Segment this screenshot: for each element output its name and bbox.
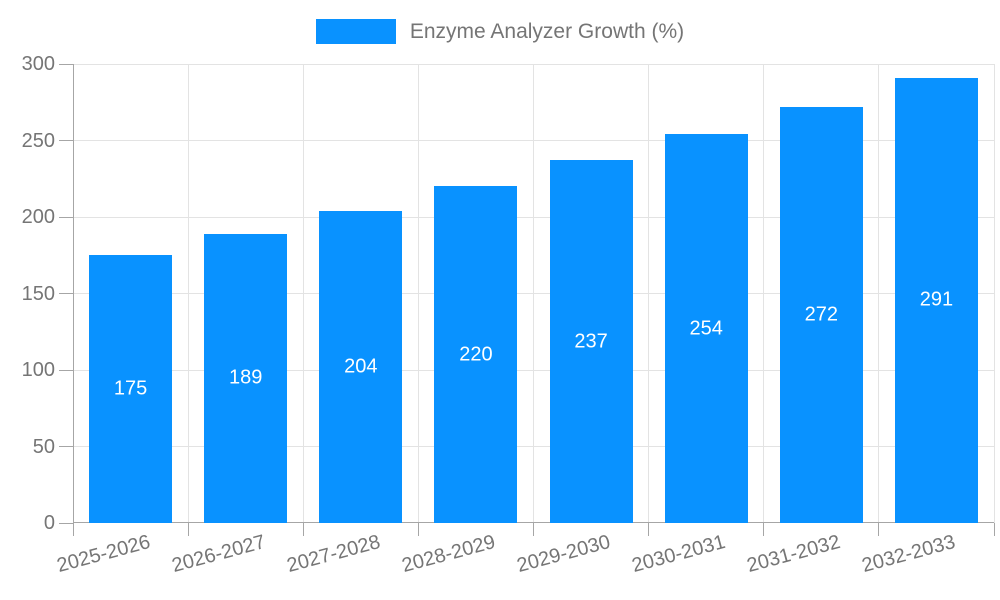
x-axis-line xyxy=(73,522,994,523)
y-axis-tick xyxy=(59,522,73,524)
y-axis-line xyxy=(73,64,74,523)
bar[interactable]: 175 xyxy=(89,255,173,523)
x-axis-tick xyxy=(648,523,650,536)
v-gridline xyxy=(993,64,995,523)
bar-value-label: 220 xyxy=(459,343,493,366)
bar[interactable]: 254 xyxy=(664,134,748,523)
bar-value-label: 204 xyxy=(344,355,378,378)
x-axis-tick xyxy=(878,523,880,536)
v-gridline xyxy=(417,64,419,523)
bar-value-label: 189 xyxy=(229,366,263,389)
v-gridline xyxy=(763,64,765,523)
legend-swatch xyxy=(315,18,396,44)
y-axis-tick xyxy=(59,369,73,371)
bar[interactable]: 204 xyxy=(319,210,403,523)
x-axis-tick xyxy=(763,523,765,536)
y-axis-label: 200 xyxy=(21,206,55,228)
bar-value-label: 175 xyxy=(113,377,148,400)
bar[interactable]: 189 xyxy=(204,233,288,523)
y-axis-label: 150 xyxy=(21,282,55,305)
y-axis-tick xyxy=(59,140,73,141)
x-axis-tick xyxy=(72,523,74,536)
y-axis-tick xyxy=(59,63,73,65)
v-gridline xyxy=(878,64,880,523)
v-gridline xyxy=(648,64,650,523)
bar[interactable]: 220 xyxy=(434,186,518,523)
v-gridline xyxy=(187,64,189,523)
legend[interactable]: Enzyme Analyzer Growth (%) xyxy=(0,16,1000,46)
y-axis-label: 0 xyxy=(43,512,55,534)
bar-value-label: 254 xyxy=(689,317,723,340)
x-axis-tick xyxy=(993,523,995,536)
v-gridline xyxy=(302,64,304,523)
bar-value-label: 237 xyxy=(574,330,608,353)
bar-value-label: 291 xyxy=(919,288,954,311)
plot-area: 175 189 204 220 237 254 272 291 xyxy=(59,63,995,536)
x-axis-tick xyxy=(302,523,304,536)
x-axis-tick xyxy=(533,523,534,536)
y-axis-tick xyxy=(59,293,73,294)
y-axis-label: 300 xyxy=(21,53,55,75)
x-axis-tick xyxy=(187,523,189,536)
bar[interactable]: 237 xyxy=(549,160,633,523)
y-axis-label: 50 xyxy=(32,435,55,458)
y-axis-label: 250 xyxy=(21,129,55,152)
y-axis-tick xyxy=(59,216,73,218)
y-axis-label: 100 xyxy=(21,359,55,381)
bar[interactable]: 291 xyxy=(894,77,978,523)
bar[interactable]: 272 xyxy=(779,106,863,523)
legend-label: Enzyme Analyzer Growth (%) xyxy=(409,19,685,43)
y-axis-tick xyxy=(59,446,73,447)
v-gridline xyxy=(533,64,534,523)
x-axis-tick xyxy=(417,523,419,536)
bar-value-label: 272 xyxy=(804,303,838,326)
